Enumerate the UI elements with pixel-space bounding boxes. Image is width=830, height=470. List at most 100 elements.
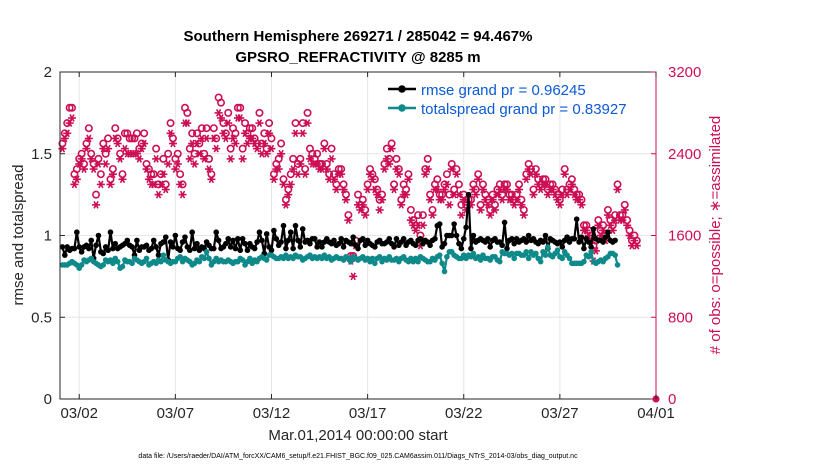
asterisk-stroke — [328, 154, 335, 163]
asterisk-stroke — [405, 175, 412, 184]
y-axis-label-left: rmse and totalspread — [10, 165, 27, 306]
asterisk-stroke — [340, 185, 347, 194]
assimilated-obs-marker — [289, 165, 298, 173]
asterisk-stroke — [552, 190, 558, 199]
series-point — [444, 253, 450, 260]
asterisk-stroke — [201, 154, 207, 163]
series-point — [537, 258, 544, 265]
possible-obs-marker — [625, 226, 634, 235]
assimilated-obs-marker — [517, 200, 526, 209]
asterisk-stroke — [184, 119, 191, 127]
assimilated-obs-marker — [560, 170, 569, 179]
series-point — [585, 253, 592, 260]
series-point — [78, 249, 85, 255]
assimilated-obs-marker — [113, 139, 122, 148]
asterisk-stroke — [593, 246, 599, 255]
possible-obs-marker — [152, 144, 161, 153]
asterisk-stroke — [215, 109, 222, 117]
possible-obs-marker — [265, 119, 274, 128]
possible-obs-marker — [502, 180, 511, 189]
asterisk-stroke — [398, 200, 404, 209]
asterisk-stroke — [612, 216, 618, 225]
asterisk-stroke — [549, 185, 556, 194]
possible-obs-marker — [87, 149, 96, 158]
asterisk-stroke — [175, 160, 181, 168]
series-point — [600, 239, 606, 245]
assimilated-obs-marker — [498, 195, 507, 204]
assimilated-obs-marker — [231, 139, 240, 148]
series-point — [62, 252, 68, 258]
asterisk-stroke — [213, 144, 219, 153]
asterisk-stroke — [350, 272, 356, 281]
asterisk-stroke — [239, 154, 246, 163]
series-point — [540, 239, 546, 245]
asterisk-stroke — [218, 114, 224, 122]
assimilated-obs-marker — [159, 170, 168, 179]
series-point — [386, 235, 393, 242]
bottom-axis-ticks: 03/02 03/07 03/12 03/17 03/22 03/27 04/01 — [60, 72, 675, 422]
asterisk-stroke — [93, 200, 99, 209]
possible-obs-marker — [435, 190, 444, 199]
series-point — [372, 244, 378, 250]
assimilated-obs-marker — [267, 144, 276, 153]
asterisk-stroke — [155, 190, 162, 199]
assimilated-obs-marker — [361, 211, 370, 219]
assimilated-obs-marker — [625, 231, 634, 240]
assimilated-obs-marker — [322, 165, 331, 173]
series-point — [86, 245, 92, 252]
series-point — [542, 252, 549, 258]
asterisk-stroke — [427, 195, 433, 204]
possible-obs-marker — [358, 195, 367, 204]
possible-obs-marker — [248, 124, 257, 133]
series-point — [215, 237, 222, 244]
possible-obs-marker — [402, 185, 411, 194]
assimilated-obs-marker — [152, 154, 161, 163]
asterisk-stroke — [473, 190, 479, 199]
asterisk-stroke — [362, 211, 368, 219]
assimilated-obs-marker — [168, 139, 177, 148]
series-point — [297, 244, 304, 250]
x-tick-label: 03/17 — [349, 405, 387, 422]
series-point — [223, 240, 229, 247]
series-point — [59, 244, 66, 250]
assimilated-obs-marker — [567, 180, 576, 189]
asterisk-stroke — [232, 139, 239, 148]
asterisk-stroke — [223, 134, 229, 143]
assimilated-obs-marker — [209, 134, 218, 143]
y-axis-label-right: # of obs: o=possible; ∗=assimilated — [707, 116, 724, 355]
possible-obs-marker — [457, 200, 466, 209]
assimilated-obs-marker — [471, 190, 480, 199]
series-point — [602, 234, 609, 240]
possible-obs-marker — [423, 154, 432, 163]
asterisk-stroke — [561, 170, 568, 179]
asterisk-stroke — [360, 200, 366, 209]
assimilated-obs-marker — [255, 119, 264, 127]
possible-obs-marker — [245, 124, 254, 133]
assimilated-obs-marker — [265, 129, 274, 138]
assimilated-obs-marker — [192, 139, 201, 148]
asterisk-stroke — [163, 185, 169, 194]
asterisk-stroke — [384, 154, 390, 163]
series-point — [432, 235, 438, 242]
asterisk-stroke — [610, 226, 616, 235]
series-point — [254, 239, 260, 245]
asterisk-stroke — [528, 170, 534, 179]
possible-obs-marker — [404, 170, 413, 179]
series-point — [74, 229, 80, 236]
series-point — [463, 224, 469, 231]
asterisk-stroke — [504, 185, 510, 194]
series-point — [232, 245, 239, 252]
series-point — [369, 255, 376, 262]
series-point — [465, 191, 472, 198]
assimilated-obs-marker — [457, 211, 466, 219]
possible-obs-marker — [579, 221, 588, 230]
assimilated-obs-marker — [327, 154, 336, 163]
possible-obs-marker — [418, 211, 427, 220]
series-point — [340, 244, 347, 250]
asterisk-stroke — [631, 236, 638, 245]
possible-obs-marker — [474, 170, 483, 179]
y-tick-label-left: 2 — [44, 64, 52, 81]
possible-obs-marker — [92, 190, 101, 199]
asterisk-stroke — [307, 154, 313, 163]
assimilated-obs-marker — [368, 175, 377, 184]
